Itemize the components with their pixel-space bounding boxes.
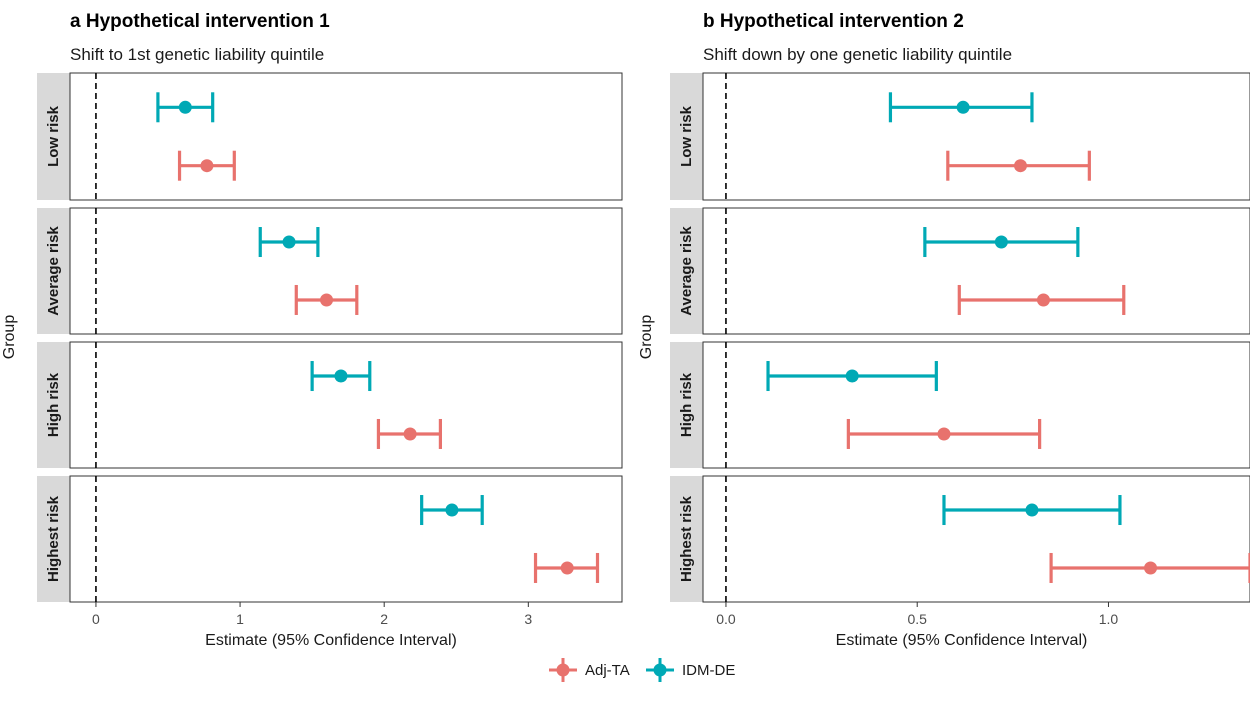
estimate-point <box>200 159 214 173</box>
legend-key-point <box>653 663 667 677</box>
legend-key-point <box>556 663 570 677</box>
facet-strip-label: Average risk <box>45 226 62 316</box>
facet-panel-border <box>69 475 623 603</box>
panel-a: a Hypothetical intervention 1 Shift to 1s… <box>1 11 623 649</box>
facet-strip <box>670 73 703 200</box>
facet-average-risk: Average risk <box>37 207 623 335</box>
errorbar-adj-ta <box>957 284 1126 315</box>
errorbar-idm-de <box>310 361 372 392</box>
x-tick-label: 1.0 <box>1099 611 1119 627</box>
panel-title: a Hypothetical intervention 1 <box>70 11 330 32</box>
errorbar-idm-de <box>942 495 1122 526</box>
panel-subtitle: Shift down by one genetic liability quin… <box>703 45 1012 64</box>
facet-panel-border <box>702 207 1250 335</box>
x-tick-label: 1 <box>236 611 244 627</box>
estimate-point <box>1036 293 1050 307</box>
estimate-point <box>282 235 296 249</box>
facet-strip <box>670 342 703 468</box>
estimate-point <box>320 293 334 307</box>
facet-strip-label: Highest risk <box>45 495 62 582</box>
facet-panel-border <box>702 341 1250 469</box>
estimate-point <box>1025 503 1039 517</box>
facet-highest-risk: Highest risk <box>37 475 623 603</box>
y-axis-title: Group <box>1 315 18 360</box>
estimate-point <box>994 235 1008 249</box>
errorbar-idm-de <box>156 92 215 123</box>
legend-label: Adj-TA <box>585 662 630 679</box>
x-tick-label: 3 <box>524 611 532 627</box>
facet-strip-label: Highest risk <box>678 495 695 582</box>
legend: Adj-TA IDM-DE <box>549 658 735 682</box>
facet-strip-label: Low risk <box>678 105 695 167</box>
estimate-point <box>334 369 348 383</box>
facet-panel-border <box>69 72 623 201</box>
facet-high-risk: High risk <box>670 341 1250 469</box>
estimate-point <box>1144 561 1158 575</box>
errorbar-idm-de <box>420 495 484 526</box>
errorbar-adj-ta <box>1049 552 1250 583</box>
estimate-point <box>937 427 951 441</box>
facet-strip <box>670 476 703 602</box>
facet-low-risk: Low risk <box>37 72 623 201</box>
errorbar-idm-de <box>766 361 938 392</box>
facet-highest-risk: Highest risk <box>670 475 1250 603</box>
estimate-point <box>845 369 859 383</box>
facet-strip <box>37 208 70 334</box>
facet-panel-border <box>702 72 1250 201</box>
facet-strip <box>37 342 70 468</box>
facet-low-risk: Low risk <box>670 72 1250 201</box>
x-tick-label: 0.5 <box>907 611 927 627</box>
x-tick-label: 2 <box>380 611 388 627</box>
facet-high-risk: High risk <box>37 341 623 469</box>
facet-strip <box>37 73 70 200</box>
errorbar-adj-ta <box>846 418 1042 449</box>
errorbar-adj-ta <box>376 418 443 449</box>
x-axis-title: Estimate (95% Confidence Interval) <box>836 632 1088 649</box>
facet-strip-label: High risk <box>678 372 695 437</box>
panel-b: b Hypothetical intervention 2 Shift down … <box>638 11 1250 649</box>
facet-strip <box>37 476 70 602</box>
errorbar-adj-ta <box>533 552 600 583</box>
errorbar-idm-de <box>923 227 1080 258</box>
errorbar-adj-ta <box>177 150 236 181</box>
x-tick-label: 0.0 <box>716 611 736 627</box>
errorbar-idm-de <box>258 227 320 258</box>
facet-average-risk: Average risk <box>670 207 1250 335</box>
legend-item-idm-de: IDM-DE <box>646 658 735 682</box>
panel-subtitle: Shift to 1st genetic liability quintile <box>70 45 324 64</box>
legend-label: IDM-DE <box>682 662 735 679</box>
estimate-point <box>403 427 417 441</box>
x-tick-label: 0 <box>92 611 100 627</box>
estimate-point <box>560 561 574 575</box>
estimate-point <box>445 503 459 517</box>
facet-strip-label: High risk <box>45 372 62 437</box>
errorbar-idm-de <box>888 92 1034 123</box>
y-axis-title: Group <box>638 315 655 360</box>
x-axis-title: Estimate (95% Confidence Interval) <box>205 632 457 649</box>
facet-strip-label: Low risk <box>45 105 62 167</box>
errorbar-adj-ta <box>946 150 1091 181</box>
legend-item-adj-ta: Adj-TA <box>549 658 630 682</box>
facet-panel-border <box>702 475 1250 603</box>
facet-panel-border <box>69 341 623 469</box>
estimate-point <box>1013 159 1027 173</box>
panel-title: b Hypothetical intervention 2 <box>703 11 964 32</box>
facet-strip <box>670 208 703 334</box>
errorbar-adj-ta <box>294 284 359 315</box>
facet-strip-label: Average risk <box>678 226 695 316</box>
estimate-point <box>956 100 970 114</box>
facet-panel-border <box>69 207 623 335</box>
estimate-point <box>178 100 192 114</box>
